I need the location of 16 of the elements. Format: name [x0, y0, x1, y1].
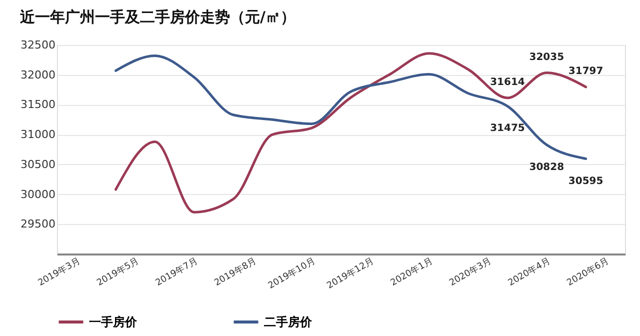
- data-label: 31797: [568, 66, 604, 77]
- y-tick-label: 32500: [20, 38, 56, 52]
- data-label: 32035: [529, 52, 564, 63]
- y-tick-label: 31500: [20, 98, 56, 112]
- data-label: 31614: [490, 76, 525, 88]
- y-tick-label: 30500: [20, 158, 56, 171]
- data-label: 30595: [568, 176, 604, 187]
- data-label: 31475: [490, 123, 525, 134]
- data-label: 30828: [529, 162, 564, 173]
- y-tick-label: 30000: [20, 188, 56, 201]
- y-tick-label: 29500: [20, 218, 56, 231]
- legend-label: 二手房价: [264, 315, 313, 329]
- chart-title: 近一年广州一手及二手房价走势（元/㎡）: [19, 8, 296, 26]
- y-tick-label: 31000: [20, 128, 56, 142]
- legend-label: 一手房价: [89, 315, 138, 329]
- y-tick-label: 32000: [20, 68, 56, 82]
